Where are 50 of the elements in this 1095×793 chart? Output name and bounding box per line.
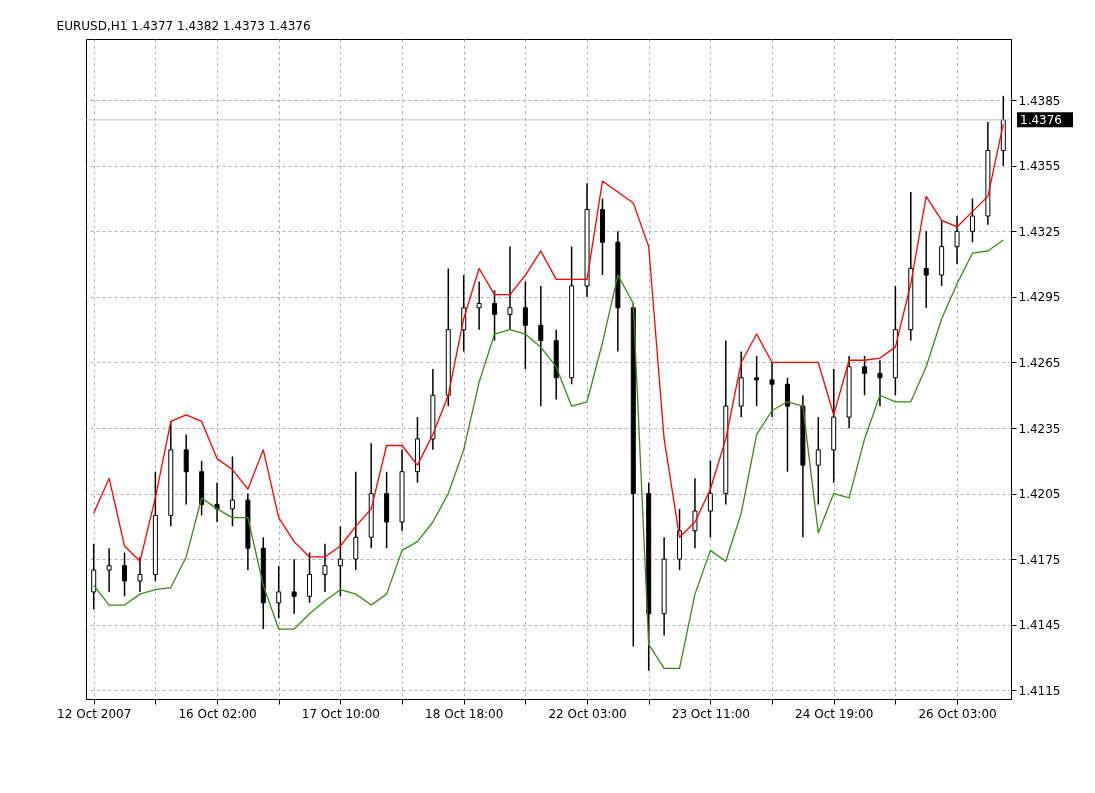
candlestick [954,215,960,265]
y-tick-label: 1.4175 [1018,552,1061,567]
x-tick-label: 23 Oct 11:00 [671,706,750,721]
y-tick-label: 1.4265 [1018,355,1061,370]
x-tick-label: 22 Oct 03:00 [548,706,627,721]
y-tick-label: 1.4295 [1018,290,1061,305]
candlestick [276,564,282,619]
candlestick [769,361,775,418]
candlestick [122,551,128,598]
chart-title: EURUSD,H1 1.4377 1.4382 1.4373 1.4376 [56,19,311,33]
candlestick [337,525,343,598]
x-tick-label: 26 Oct 03:00 [918,706,997,721]
candlestick [492,289,498,342]
y-tick-label: 1.4325 [1018,224,1061,239]
y-tick-label: 1.4355 [1018,159,1061,174]
x-tick-label: 18 Oct 18:00 [425,706,504,721]
candlestick [229,455,235,528]
candlestick [183,433,189,506]
candlestick [692,477,698,549]
candlestick [322,543,328,593]
y-tick-label: 1.4205 [1018,487,1061,502]
candlestick [707,460,713,539]
line-series [93,239,1004,670]
candlestick [784,376,790,473]
y-tick-label: 1.4145 [1018,618,1061,633]
candlestick [969,197,975,243]
y-tick-label: 1.4385 [1018,93,1061,108]
x-tick-label: 17 Oct 10:00 [301,706,380,721]
ref-line-label: 1.4376 [1020,112,1062,127]
candlestick [91,543,97,611]
x-tick-label: 24 Oct 19:00 [795,706,874,721]
candlestick [522,280,528,370]
candlestick [307,551,313,604]
candlestick [815,416,821,506]
x-tick-label: 16 Oct 02:00 [178,706,257,721]
candlestick [106,547,112,593]
candlestick [923,230,929,309]
candlestick [877,359,883,407]
candlestick [214,481,220,523]
candlestick [507,245,513,331]
candlestick [137,556,143,593]
x-tick-label: 12 Oct 2007 [57,706,132,721]
y-tick-label: 1.4115 [1018,683,1061,698]
candlestick [353,470,359,571]
candlestick [538,285,544,407]
candlestick [476,280,482,331]
candlestick [862,355,868,396]
y-tick-label: 1.4235 [1018,421,1061,436]
candlestick [291,558,297,615]
candlestick [754,355,760,407]
